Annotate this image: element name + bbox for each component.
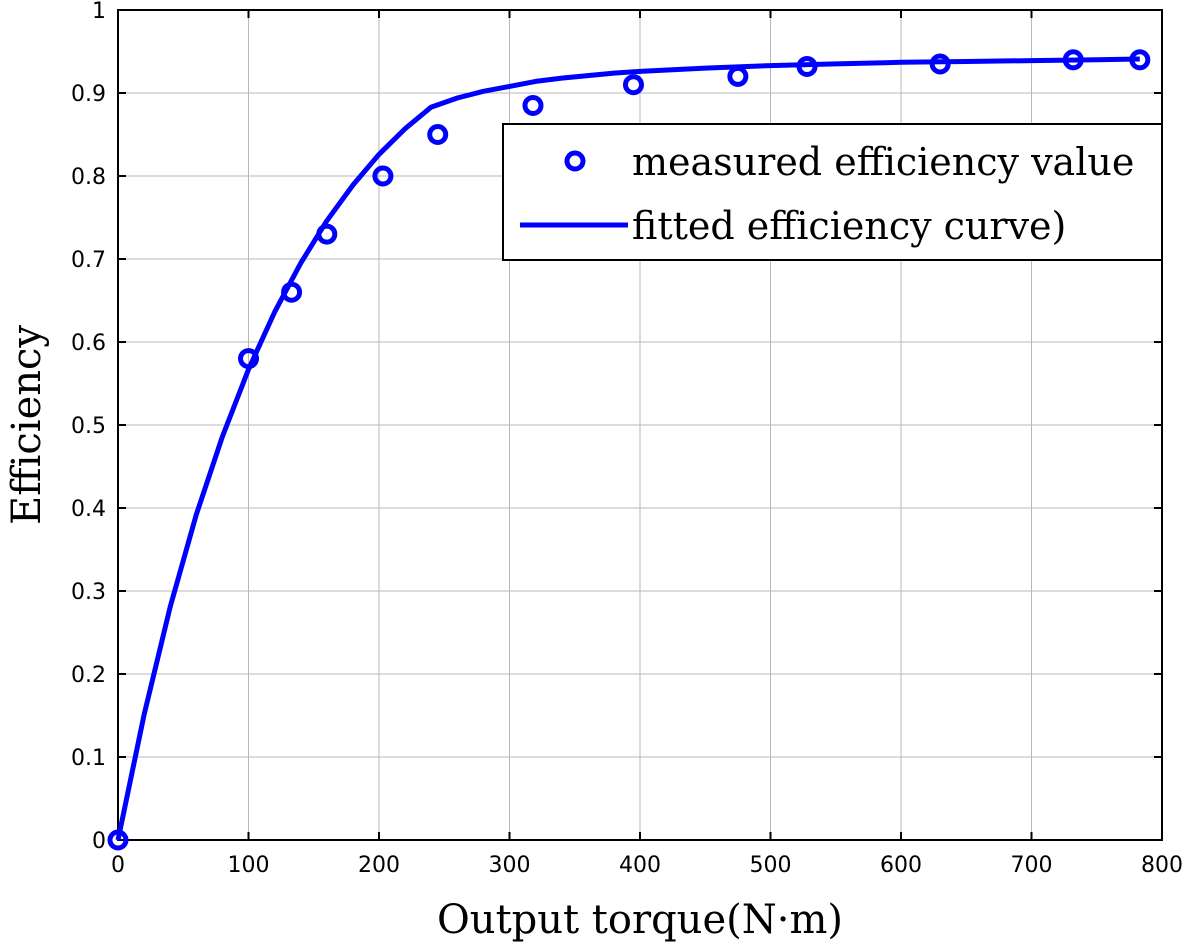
measured-efficiency-point <box>796 55 818 77</box>
legend-label-measured: measured efficiency value <box>632 140 1134 184</box>
y-tick-label: 1 <box>92 0 106 24</box>
x-tick-label: 700 <box>1011 853 1053 878</box>
measured-efficiency-point <box>522 94 544 116</box>
y-tick-label: 0.5 <box>71 414 106 439</box>
y-axis-tick-labels: 0 0.1 0.2 0.3 0.4 0.5 0.6 0.7 0.8 0.9 1 <box>71 0 106 854</box>
y-tick-label: 0.8 <box>71 165 106 190</box>
measured-efficiency-point <box>316 223 338 245</box>
y-tick-label: 0.7 <box>71 248 106 273</box>
measured-efficiency-point <box>372 165 394 187</box>
x-tick-label: 300 <box>489 853 531 878</box>
y-axis-title: Efficiency <box>4 325 50 525</box>
y-tick-label: 0 <box>92 829 106 854</box>
series <box>107 49 1151 851</box>
x-axis-title: Output torque(N·m) <box>437 897 843 943</box>
y-tick-label: 0.1 <box>71 746 106 771</box>
measured-efficiency-point <box>929 53 951 75</box>
legend: measured efficiency value fitted efficie… <box>502 123 1163 261</box>
x-tick-label: 0 <box>111 853 125 878</box>
y-tick-label: 0.2 <box>71 663 106 688</box>
legend-marker-measured <box>564 150 586 172</box>
y-tick-label: 0.4 <box>71 497 106 522</box>
x-tick-label: 500 <box>750 853 792 878</box>
y-tick-label: 0.6 <box>71 331 106 356</box>
x-tick-label: 800 <box>1141 853 1183 878</box>
measured-efficiency-point <box>622 74 644 96</box>
fitted-efficiency-curve <box>115 56 1140 841</box>
x-tick-label: 200 <box>358 853 400 878</box>
legend-label-fitted: fitted efficiency curve) <box>632 204 1066 248</box>
measured-efficiency-point <box>1129 49 1151 71</box>
measured-efficiency-point <box>1062 49 1084 71</box>
legend-box <box>502 123 1163 261</box>
measured-efficiency-point <box>107 829 129 851</box>
x-tick-label: 600 <box>880 853 922 878</box>
y-tick-label: 0.3 <box>71 580 106 605</box>
x-axis-tick-labels: 0 100 200 300 400 500 600 700 800 <box>111 853 1183 878</box>
x-tick-label: 400 <box>619 853 661 878</box>
y-tick-label: 0.9 <box>71 82 106 107</box>
measured-efficiency-point <box>727 65 749 87</box>
measured-efficiency-point <box>427 124 449 145</box>
measured-efficiency-point <box>281 281 303 303</box>
measured-efficiency-point <box>238 348 259 370</box>
x-tick-label: 100 <box>228 853 270 878</box>
